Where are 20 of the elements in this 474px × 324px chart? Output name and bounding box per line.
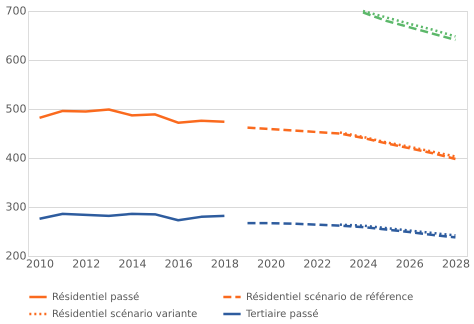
x-tick-label: 2022 bbox=[303, 258, 332, 270]
y-tick-label: 600 bbox=[6, 54, 26, 66]
x-tick-label: 2010 bbox=[26, 258, 54, 270]
legend-label: Résidentiel scénario de référence bbox=[246, 292, 414, 303]
y-tick-label: 700 bbox=[6, 4, 26, 18]
x-tick-label: 2026 bbox=[396, 258, 424, 270]
x-tick-label: 2024 bbox=[350, 258, 378, 270]
legend-label: Résidentiel passé bbox=[52, 292, 140, 303]
y-tick-label: 300 bbox=[6, 200, 26, 214]
x-tick-label: 2018 bbox=[210, 258, 239, 270]
x-tick-label: 2016 bbox=[164, 258, 193, 270]
x-tick-label: 2012 bbox=[72, 258, 100, 270]
y-tick-label: 200 bbox=[6, 250, 26, 262]
legend-label: Tertiaire passé bbox=[245, 309, 319, 320]
x-tick-label: 2014 bbox=[118, 258, 146, 270]
x-tick-label: 2028 bbox=[442, 258, 470, 270]
y-tick-label: 500 bbox=[6, 102, 26, 116]
legend-label: Résidentiel scénario variante bbox=[52, 309, 198, 320]
y-tick-label: 400 bbox=[6, 152, 26, 164]
x-tick-label: 2020 bbox=[257, 258, 286, 270]
